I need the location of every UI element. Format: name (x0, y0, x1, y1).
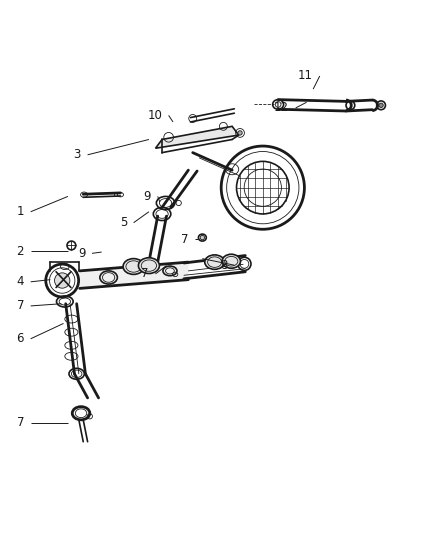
Text: 7: 7 (17, 416, 24, 430)
Text: 5: 5 (120, 216, 127, 229)
Ellipse shape (205, 255, 224, 269)
Text: 7: 7 (181, 233, 188, 246)
Ellipse shape (138, 258, 159, 273)
Text: 6: 6 (17, 332, 24, 345)
Text: 1: 1 (17, 205, 24, 218)
Text: 9: 9 (144, 190, 151, 203)
Text: 7: 7 (17, 300, 24, 312)
Text: 4: 4 (17, 276, 24, 288)
Polygon shape (155, 126, 239, 148)
Ellipse shape (379, 103, 383, 108)
Polygon shape (80, 262, 188, 288)
Ellipse shape (238, 131, 242, 135)
Text: 9: 9 (78, 247, 85, 260)
Text: 2: 2 (17, 245, 24, 257)
Text: 11: 11 (298, 69, 313, 83)
Text: 3: 3 (74, 148, 81, 161)
Text: 7: 7 (141, 268, 149, 280)
Text: 10: 10 (147, 109, 162, 122)
Ellipse shape (200, 236, 205, 240)
Text: 8: 8 (220, 259, 228, 272)
Ellipse shape (54, 273, 70, 288)
Text: 12: 12 (274, 101, 289, 115)
Ellipse shape (123, 259, 144, 274)
Ellipse shape (222, 254, 240, 268)
